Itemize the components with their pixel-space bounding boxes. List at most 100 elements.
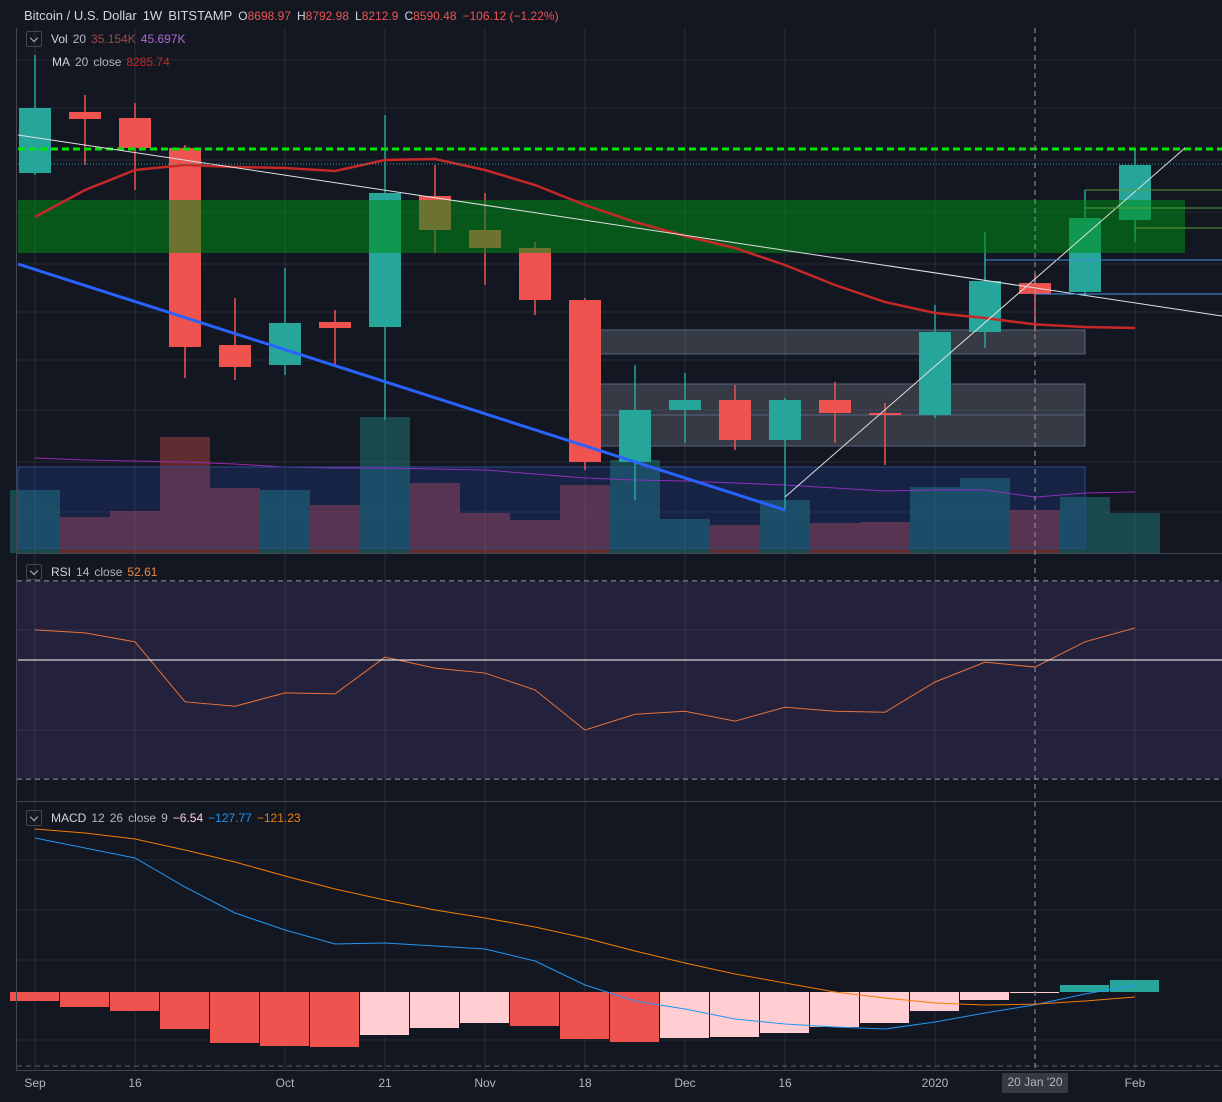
legend-name: RSI xyxy=(51,565,72,579)
x-tick-label: 21 xyxy=(378,1076,392,1090)
candle-body xyxy=(569,300,601,462)
background-layer xyxy=(17,28,1222,1070)
overlay-layer xyxy=(10,147,1222,1047)
macd-histogram-bar xyxy=(1110,980,1159,992)
candle-body xyxy=(69,112,101,119)
volume-bar xyxy=(560,485,610,553)
legend-value: −121.23 xyxy=(256,811,301,825)
candle-body xyxy=(19,108,51,173)
legend-value: 35.154K xyxy=(91,32,136,46)
volume-bar xyxy=(310,505,360,553)
collapse-button[interactable] xyxy=(26,564,42,580)
x-tick-label: 18 xyxy=(578,1076,592,1090)
candle-body xyxy=(819,400,851,413)
ohlc-value: 8792.98 xyxy=(305,8,350,23)
candle-body xyxy=(1019,283,1051,294)
legend-value: 45.697K xyxy=(140,32,186,46)
ohlc-value: 8698.97 xyxy=(247,8,291,23)
macd-histogram-bar xyxy=(260,992,309,1046)
macd-histogram-bar xyxy=(210,992,259,1043)
symbol-header: Bitcoin / U.S. Dollar 1W BITSTAMP O8698.… xyxy=(24,8,559,23)
macd-histogram-bar xyxy=(860,992,909,1023)
legend-param: close xyxy=(93,55,122,69)
candle-body xyxy=(869,413,901,415)
crosshair-label: 20 Jan '20 xyxy=(1007,1075,1062,1089)
macd-line xyxy=(34,837,1136,1030)
ohlc-letter: L xyxy=(355,8,362,23)
x-tick-label: 16 xyxy=(778,1076,792,1090)
ohlc: O8698.97 H8792.98 L8212.9 C8590.48 −106.… xyxy=(238,9,558,23)
macd-legend: MACD 12 26 close 9 −6.54 −127.77 −121.23 xyxy=(26,810,301,826)
legend-param: 26 xyxy=(109,811,124,825)
macd-histogram-bar xyxy=(760,992,809,1033)
x-tick-label: 16 xyxy=(128,1076,142,1090)
macd-histogram-bar xyxy=(460,992,509,1023)
candle-body xyxy=(519,248,551,300)
legend-param: 20 xyxy=(72,32,87,46)
macd-histogram-bar xyxy=(1060,985,1109,992)
drawing-boxes xyxy=(17,329,1086,549)
candle-body xyxy=(769,400,801,440)
volume-bar xyxy=(110,511,160,553)
legend-param: close xyxy=(128,811,157,825)
signal-line xyxy=(34,828,1136,1006)
candle-body xyxy=(719,400,751,440)
x-tick-label: Sep xyxy=(24,1076,46,1090)
legend-param: 14 xyxy=(76,565,90,579)
legend-value: −127.77 xyxy=(208,811,252,825)
change: −106.12 (−1.22%) xyxy=(462,8,559,23)
ma-legend: MA 20 close 8285.74 xyxy=(52,55,170,69)
macd-histogram-bar xyxy=(410,992,459,1028)
legend-value: 8285.74 xyxy=(126,55,170,69)
support-zone xyxy=(18,200,1185,253)
legend-value: 52.61 xyxy=(127,565,158,579)
x-tick-label: Feb xyxy=(1125,1076,1146,1090)
macd-histogram-bar xyxy=(560,992,609,1039)
volume-bar xyxy=(910,487,960,553)
ohlc-letter: O xyxy=(238,8,248,23)
ohlc-value: 8590.48 xyxy=(413,8,457,23)
ohlc-value: 8212.9 xyxy=(361,8,399,23)
exchange: BITSTAMP xyxy=(168,8,233,23)
volume-bar xyxy=(660,519,710,553)
collapse-button[interactable] xyxy=(26,31,42,47)
macd-histogram-bar xyxy=(660,992,709,1038)
volume-bar xyxy=(410,483,460,553)
macd-histogram-bar xyxy=(910,992,959,1011)
trendline xyxy=(17,134,1222,317)
macd-histogram-bar xyxy=(710,992,759,1037)
ohlc-letter: H xyxy=(296,8,306,23)
volume-bar xyxy=(1110,513,1160,553)
candle-body xyxy=(269,323,301,365)
volume-bar xyxy=(160,437,210,553)
volume-bar xyxy=(460,513,510,553)
legend-name: MACD xyxy=(51,811,87,825)
x-tick-label: 2020 xyxy=(922,1076,949,1090)
legend-param: 9 xyxy=(161,811,168,825)
ohlc-letter: C xyxy=(404,8,414,23)
candle-body xyxy=(669,400,701,410)
candle-body xyxy=(919,332,951,415)
interval: 1W xyxy=(142,8,163,23)
macd-histogram-bar xyxy=(310,992,359,1047)
collapse-button[interactable] xyxy=(26,810,42,826)
macd-histogram-bar xyxy=(10,992,59,1001)
range-box xyxy=(17,466,1086,549)
legend-param: 20 xyxy=(75,55,89,69)
legend-param: close xyxy=(94,565,123,579)
macd-histogram-bar xyxy=(610,992,659,1042)
trendlines xyxy=(17,134,1222,661)
rsi-legend: RSI 14 close 52.61 xyxy=(26,564,157,580)
ma-line xyxy=(34,157,1136,330)
macd-histogram-bar xyxy=(810,992,859,1027)
legend-name: Vol xyxy=(51,32,68,46)
crosshair-label-box xyxy=(1002,1073,1068,1093)
candle-body xyxy=(619,410,651,462)
macd-histogram-bar xyxy=(960,992,1009,1000)
symbol: Bitcoin / U.S. Dollar xyxy=(24,8,137,23)
macd-histogram-bar xyxy=(360,992,409,1035)
volume-bar xyxy=(260,490,310,553)
